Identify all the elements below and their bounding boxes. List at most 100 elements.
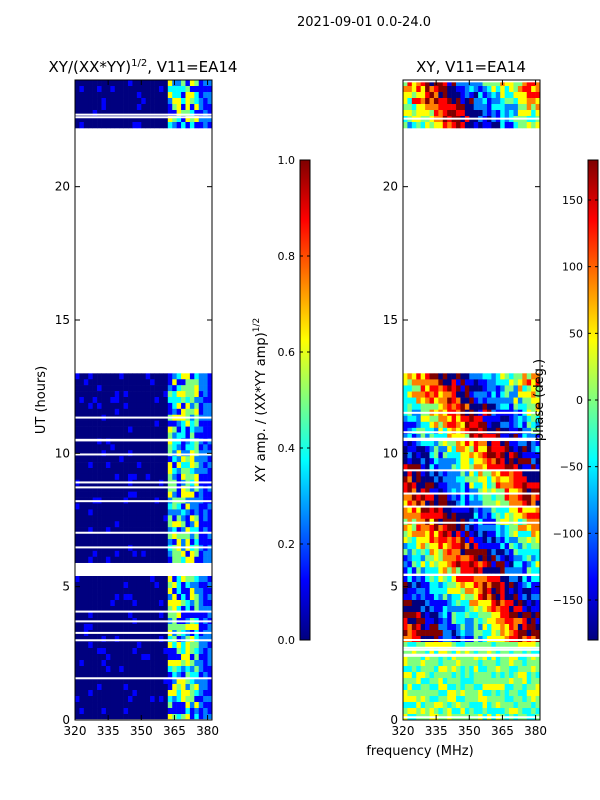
heatmap-cell — [181, 92, 186, 99]
heatmap-cell — [88, 527, 93, 534]
heatmap-cell — [181, 468, 186, 475]
heatmap-cell — [495, 561, 501, 568]
heatmap-cell — [150, 660, 155, 667]
heatmap-cell — [473, 379, 479, 386]
heatmap-cell — [478, 576, 483, 583]
heatmap-cell — [114, 582, 120, 589]
heatmap-cell — [198, 438, 204, 445]
heatmap-cell — [92, 456, 98, 463]
heatmap-cell — [150, 588, 155, 595]
heatmap-cell — [97, 533, 102, 540]
heatmap-cell — [79, 462, 85, 469]
heatmap-cell — [429, 458, 435, 465]
heatmap-cell — [438, 600, 444, 607]
heatmap-cell — [150, 539, 155, 546]
heatmap-cell — [535, 470, 540, 477]
heatmap-cell — [172, 473, 177, 481]
heatmap-cell — [92, 594, 98, 601]
heatmap-cell — [464, 582, 470, 589]
heatmap-cell — [429, 92, 435, 99]
heatmap-cell — [491, 582, 497, 589]
heatmap-cell — [198, 86, 204, 93]
heatmap-cell — [522, 458, 528, 465]
heatmap-cell — [403, 452, 408, 459]
heatmap-cell — [425, 92, 430, 99]
heatmap-cell — [145, 684, 151, 691]
heatmap-cell — [83, 612, 89, 619]
heatmap-cell — [438, 391, 444, 398]
heatmap-cell — [425, 642, 430, 649]
heatmap-cell — [469, 666, 475, 673]
heatmap-cell — [456, 672, 461, 679]
heatmap-cell — [513, 92, 519, 99]
heatmap-cell — [198, 654, 204, 661]
heatmap-cell — [451, 576, 457, 583]
heatmap-cell — [429, 690, 435, 697]
heatmap-cell — [464, 524, 470, 532]
heatmap-cell — [411, 660, 417, 667]
heatmap-cell — [420, 606, 426, 613]
heatmap-cell — [141, 600, 147, 607]
heatmap-cell — [495, 600, 501, 607]
heatmap-cell — [114, 373, 120, 380]
heatmap-cell — [97, 612, 102, 619]
heatmap-cell — [176, 503, 182, 510]
heatmap-cell — [416, 543, 421, 550]
heatmap-cell — [198, 444, 204, 451]
heatmap-cell — [438, 594, 444, 601]
heatmap-cell — [136, 379, 142, 386]
heatmap-cell — [198, 648, 204, 655]
heatmap-cell — [176, 379, 182, 386]
heatmap-cell — [123, 110, 129, 117]
heatmap-cell — [123, 612, 129, 619]
heatmap-cell — [420, 576, 426, 583]
heatmap-cell — [79, 588, 85, 595]
heatmap-cell — [425, 543, 430, 550]
heatmap-cell — [207, 397, 212, 404]
heatmap-cell — [141, 456, 147, 463]
heatmap-cell — [482, 536, 488, 544]
heatmap-cell — [185, 690, 191, 697]
heatmap-cell — [114, 612, 120, 619]
heatmap-cell — [451, 660, 457, 667]
heatmap-cell — [425, 524, 430, 532]
heatmap-cell — [500, 104, 505, 111]
heatmap-cell — [136, 80, 142, 87]
heatmap-cell — [513, 494, 519, 501]
heatmap-cell — [163, 696, 169, 703]
heatmap-cell — [504, 397, 510, 404]
heatmap-cell — [447, 600, 452, 607]
heatmap-cell — [154, 385, 160, 392]
heatmap-cell — [473, 654, 479, 661]
heatmap-cell — [181, 648, 186, 655]
heatmap-cell — [154, 116, 160, 123]
heatmap-cell — [114, 708, 120, 715]
heatmap-cell — [198, 456, 204, 463]
heatmap-cell — [92, 654, 98, 661]
heatmap-cell — [456, 433, 461, 441]
heatmap-cell — [101, 450, 107, 457]
heatmap-cell — [101, 438, 107, 445]
heatmap-cell — [172, 660, 177, 667]
heatmap-cell — [136, 527, 142, 534]
heatmap-cell — [136, 606, 142, 613]
heatmap-cell — [198, 98, 204, 105]
left-colorbar-label: XY amp. / (XX*YY amp)1/2 — [252, 318, 269, 482]
heatmap-cell — [198, 373, 204, 380]
flagged-row — [403, 117, 540, 120]
heatmap-cell — [79, 426, 85, 433]
heatmap-cell — [88, 533, 93, 540]
heatmap-cell — [411, 110, 417, 117]
heatmap-cell — [495, 582, 501, 589]
heatmap-cell — [203, 678, 208, 685]
heatmap-cell — [207, 521, 212, 528]
heatmap-cell — [167, 702, 173, 709]
heatmap-cell — [101, 408, 107, 416]
heatmap-cell — [526, 684, 532, 691]
heatmap-cell — [189, 612, 195, 619]
heatmap-cell — [163, 116, 169, 123]
heatmap-cell — [92, 515, 98, 522]
heatmap-cell — [198, 539, 204, 546]
heatmap-cell — [522, 612, 528, 619]
heatmap-cell — [478, 379, 483, 386]
